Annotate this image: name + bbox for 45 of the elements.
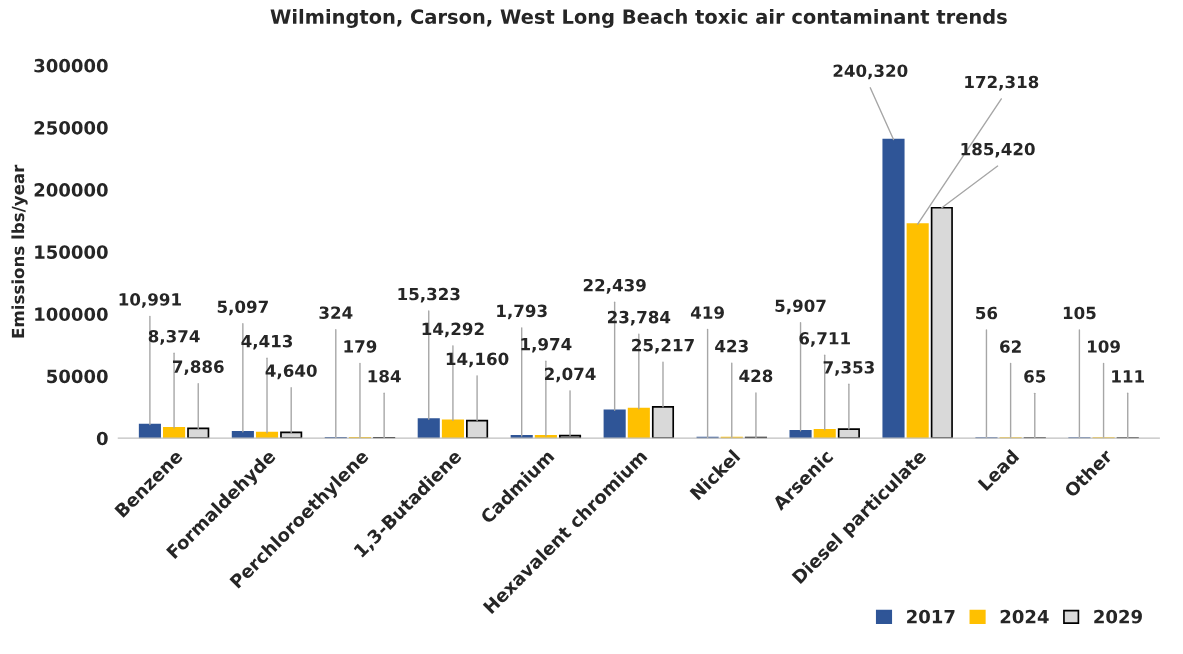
data-label: 428: [739, 369, 773, 383]
data-label: 172,318: [965, 75, 1039, 91]
y-tick-label: 200000: [34, 183, 108, 197]
data-label: 179: [344, 340, 377, 353]
data-label: 23,784: [607, 310, 671, 326]
chart-title: Wilmington, Carson, West Long Beach toxic air contaminant trends: [270, 8, 1007, 28]
data-label: 65: [1024, 370, 1046, 383]
data-label: 15,323: [398, 287, 460, 303]
data-label: 1,793: [497, 304, 547, 320]
data-label: 184: [368, 369, 401, 383]
data-label: 1,974: [521, 337, 572, 353]
data-label: 14,292: [422, 322, 484, 338]
data-label: 240,320: [833, 64, 908, 80]
data-label: 4,413: [241, 334, 293, 350]
legend-label: 2017: [907, 609, 955, 624]
data-label: 111: [1112, 370, 1144, 383]
data-label: 6,711: [799, 332, 850, 347]
y-tick-label: 250000: [34, 120, 108, 135]
data-label: 5,097: [217, 300, 268, 316]
data-label: 7,886: [172, 360, 224, 376]
data-label: 4,640: [265, 364, 317, 380]
legend-label: 2024: [1000, 609, 1049, 624]
data-label: 7,353: [823, 361, 874, 376]
data-label: 5,907: [775, 299, 826, 315]
y-axis-title: Emissions lbs/year: [11, 164, 28, 338]
y-tick-label: 0: [96, 431, 108, 446]
data-label: 105: [1063, 306, 1096, 320]
data-label: 8,374: [148, 329, 200, 345]
data-label: 423: [715, 339, 748, 353]
y-tick-label: 150000: [35, 245, 108, 259]
legend-label: 2029: [1094, 609, 1142, 624]
data-label: 324: [319, 306, 353, 319]
data-label: 109: [1088, 340, 1120, 353]
data-label: 62: [1000, 340, 1021, 353]
y-tick-label: 100000: [35, 307, 108, 322]
data-label: 25,217: [632, 338, 694, 354]
data-label: 185,420: [961, 142, 1035, 158]
data-label: 56: [976, 306, 998, 320]
y-tick-label: 300000: [34, 58, 108, 73]
data-label: 2,074: [545, 367, 596, 383]
data-label: 10,991: [119, 293, 181, 308]
data-label: 14,160: [446, 352, 509, 368]
y-tick-label: 50000: [47, 369, 108, 384]
data-label: 419: [690, 306, 724, 319]
data-label: 22,439: [583, 278, 646, 294]
